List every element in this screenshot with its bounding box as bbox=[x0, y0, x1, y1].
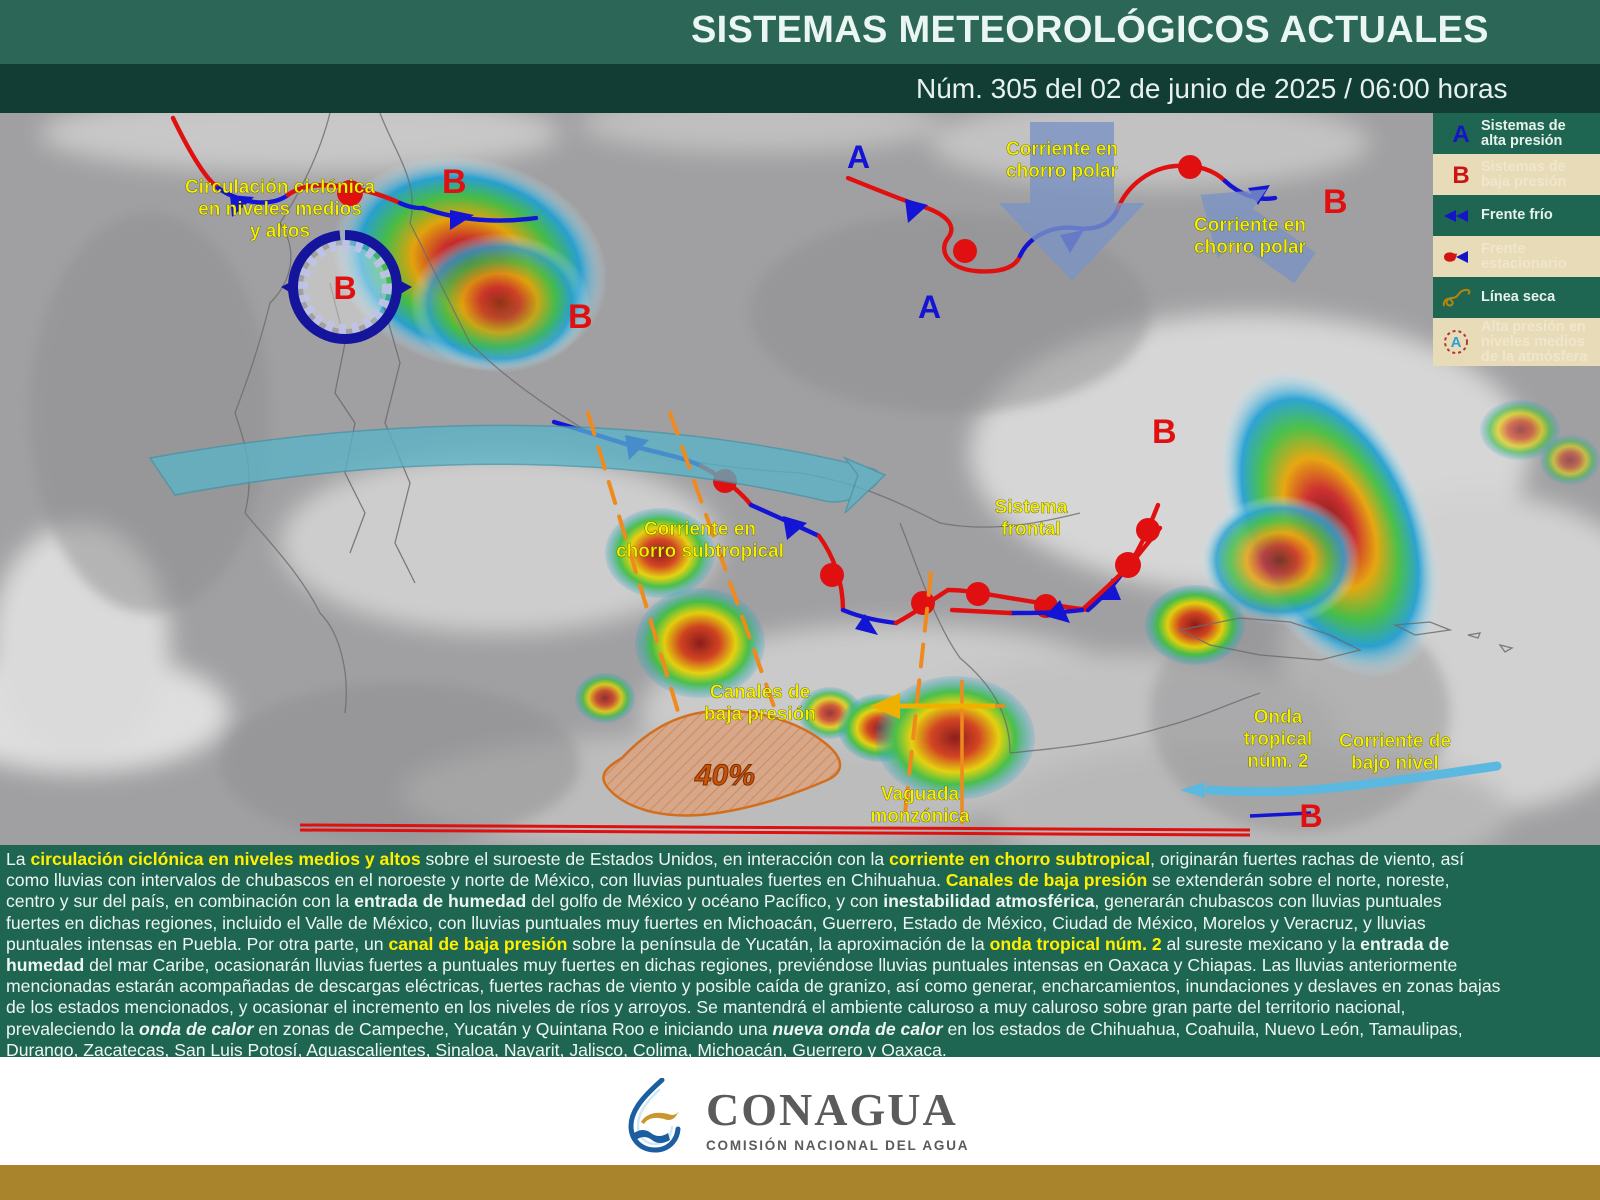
svg-text:Onda: Onda bbox=[1254, 707, 1303, 728]
svg-text:Corriente en: Corriente en bbox=[644, 519, 756, 540]
svg-text:A: A bbox=[847, 139, 870, 175]
svg-text:frontal: frontal bbox=[1001, 519, 1060, 540]
svg-text:Canales de: Canales de bbox=[710, 682, 810, 703]
svg-text:B: B bbox=[1452, 162, 1469, 189]
svg-text:B: B bbox=[333, 270, 356, 306]
svg-text:tropical: tropical bbox=[1244, 729, 1313, 750]
svg-text:A: A bbox=[918, 289, 941, 325]
svg-text:B: B bbox=[568, 298, 593, 336]
svg-text:y altos: y altos bbox=[250, 221, 310, 242]
svg-text:B: B bbox=[1152, 413, 1177, 451]
svg-text:Vaguada: Vaguada bbox=[881, 784, 960, 805]
svg-text:Corriente en: Corriente en bbox=[1006, 139, 1118, 160]
svg-text:A: A bbox=[1452, 121, 1469, 148]
svg-text:A: A bbox=[1451, 334, 1462, 351]
svg-text:Sistema: Sistema bbox=[995, 497, 1068, 518]
svg-text:Corriente de: Corriente de bbox=[1339, 731, 1451, 752]
svg-text:núm. 2: núm. 2 bbox=[1247, 751, 1308, 772]
svg-text:chorro polar: chorro polar bbox=[1006, 161, 1119, 182]
svg-text:Circulación ciclónica: Circulación ciclónica bbox=[185, 177, 375, 198]
svg-text:B: B bbox=[442, 163, 467, 201]
svg-text:chorro subtropical: chorro subtropical bbox=[616, 541, 784, 562]
svg-text:monzónica: monzónica bbox=[870, 806, 970, 827]
svg-text:40%: 40% bbox=[694, 759, 755, 792]
svg-text:B: B bbox=[1323, 183, 1348, 221]
svg-text:bajo nivel: bajo nivel bbox=[1351, 753, 1439, 774]
svg-text:Corriente en: Corriente en bbox=[1194, 215, 1306, 236]
svg-text:chorro polar: chorro polar bbox=[1194, 237, 1307, 258]
svg-text:baja presión: baja presión bbox=[704, 704, 816, 725]
svg-text:en niveles medios: en niveles medios bbox=[198, 199, 362, 220]
svg-text:B: B bbox=[1299, 798, 1322, 834]
